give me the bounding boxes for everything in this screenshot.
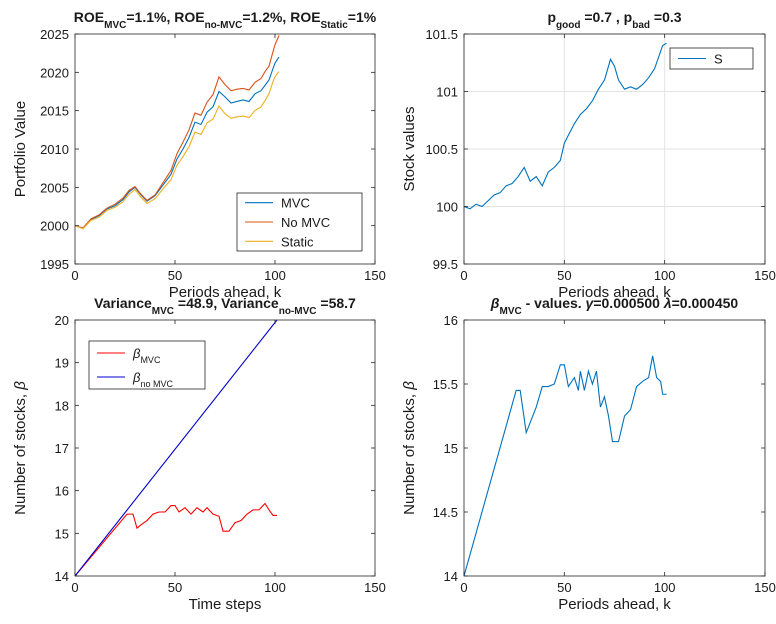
- y-tick-label: 20: [55, 313, 69, 328]
- plot-area: [464, 320, 765, 576]
- y-tick-label: 2005: [40, 180, 69, 195]
- chart-title: βMVC - values. γ=0.000500 λ=0.000450: [490, 295, 739, 317]
- y-tick-label: 15: [444, 441, 458, 456]
- y-tick-label: 101: [436, 85, 458, 100]
- x-axis-label: Periods ahead, k: [558, 596, 671, 613]
- legend-entry: βMVC: [132, 346, 161, 365]
- chart-title: ROEMVC=1.1%, ROEno-MVC=1.2%, ROEStatic=1…: [74, 9, 377, 31]
- series-line--no-mvc: [75, 320, 278, 576]
- legend-entry: MVC: [281, 196, 310, 211]
- y-tick-label: 16: [55, 484, 69, 499]
- y-tick-label: 19: [55, 356, 69, 371]
- x-tick-label: 50: [557, 580, 571, 595]
- y-tick-label: 100: [436, 200, 458, 215]
- y-axis-label: Number of stocks, β: [12, 381, 29, 515]
- y-tick-label: 2010: [40, 142, 69, 157]
- legend-box: [88, 340, 206, 390]
- series-line-1: [464, 355, 667, 576]
- y-tick-label: 15: [55, 526, 69, 541]
- x-tick-label: 0: [71, 580, 78, 595]
- series-line-s: [464, 42, 667, 210]
- x-tick-label: 150: [754, 268, 776, 283]
- y-tick-label: 99.5: [433, 257, 458, 272]
- x-tick-label: 100: [264, 268, 286, 283]
- y-tick-label: 14: [55, 569, 69, 584]
- x-tick-label: 50: [557, 268, 571, 283]
- x-tick-label: 50: [168, 268, 182, 283]
- x-tick-label: 150: [364, 268, 386, 283]
- x-axis-label: Periods ahead, k: [169, 284, 282, 301]
- y-tick-label: 2020: [40, 65, 69, 80]
- chart-panel-2: 0 50 100 150 99.5 100 100.5 101 101.5 Periods ahe…: [401, 9, 776, 301]
- legend-entry: βno MVC: [132, 370, 173, 389]
- legend-entry: No MVC: [281, 215, 330, 230]
- series-line-static: [75, 71, 280, 230]
- x-tick-label: 150: [364, 580, 386, 595]
- x-tick-label: 100: [264, 580, 286, 595]
- x-tick-label: 50: [168, 580, 182, 595]
- y-axis-label: Stock values: [401, 106, 418, 191]
- y-tick-label: 2000: [40, 219, 69, 234]
- y-tick-label: 1995: [40, 257, 69, 272]
- x-tick-label: 100: [654, 268, 676, 283]
- y-tick-label: 2015: [40, 104, 69, 119]
- y-tick-label: 15.5: [433, 377, 458, 392]
- chart-panel-3: 0 50 100 150 14 15 16 17 18 19 20 Time steps Number …: [12, 295, 386, 613]
- legend: MVC No MVC Static: [236, 192, 363, 252]
- legend: S: [669, 47, 754, 70]
- x-axis-label: Periods ahead, k: [558, 284, 671, 301]
- x-tick-label: 150: [754, 580, 776, 595]
- chart-panel-4: 0 50 100 150 14 14.5 15 15.5 16 Periods ahead, k N…: [401, 295, 776, 613]
- x-tick-label: 0: [460, 580, 467, 595]
- y-tick-label: 18: [55, 398, 69, 413]
- series-line-mvc: [75, 56, 280, 229]
- legend: βMVC βno MVC: [88, 340, 206, 390]
- series-line-no-mvc: [75, 35, 280, 229]
- x-tick-label: 0: [71, 268, 78, 283]
- legend-entry: S: [714, 52, 723, 67]
- y-tick-label: 16: [444, 313, 458, 328]
- legend-entry: Static: [281, 234, 314, 249]
- y-tick-label: 14.5: [433, 505, 458, 520]
- y-tick-label: 2025: [40, 27, 69, 42]
- y-axis-label: Number of stocks, β: [401, 381, 418, 515]
- legend-box: [669, 47, 754, 70]
- chart-title: VarianceMVC =48.9, Varianceno-MVC =58.7: [94, 295, 356, 317]
- chart-title: pgood =0.7 , pbad =0.3: [547, 9, 681, 31]
- y-tick-label: 101.5: [425, 27, 458, 42]
- y-tick-label: 100.5: [425, 142, 458, 157]
- y-axis-label: Portfolio Value: [12, 101, 29, 197]
- x-tick-label: 0: [460, 268, 467, 283]
- x-axis-label: Time steps: [189, 596, 262, 613]
- y-tick-label: 17: [55, 441, 69, 456]
- y-tick-label: 14: [444, 569, 458, 584]
- x-tick-label: 100: [654, 580, 676, 595]
- series-line--mvc: [75, 502, 277, 576]
- chart-panel-1: 0 50 100 150 1995 2000 2005 2010 2015 2020 2025 Per…: [12, 9, 386, 301]
